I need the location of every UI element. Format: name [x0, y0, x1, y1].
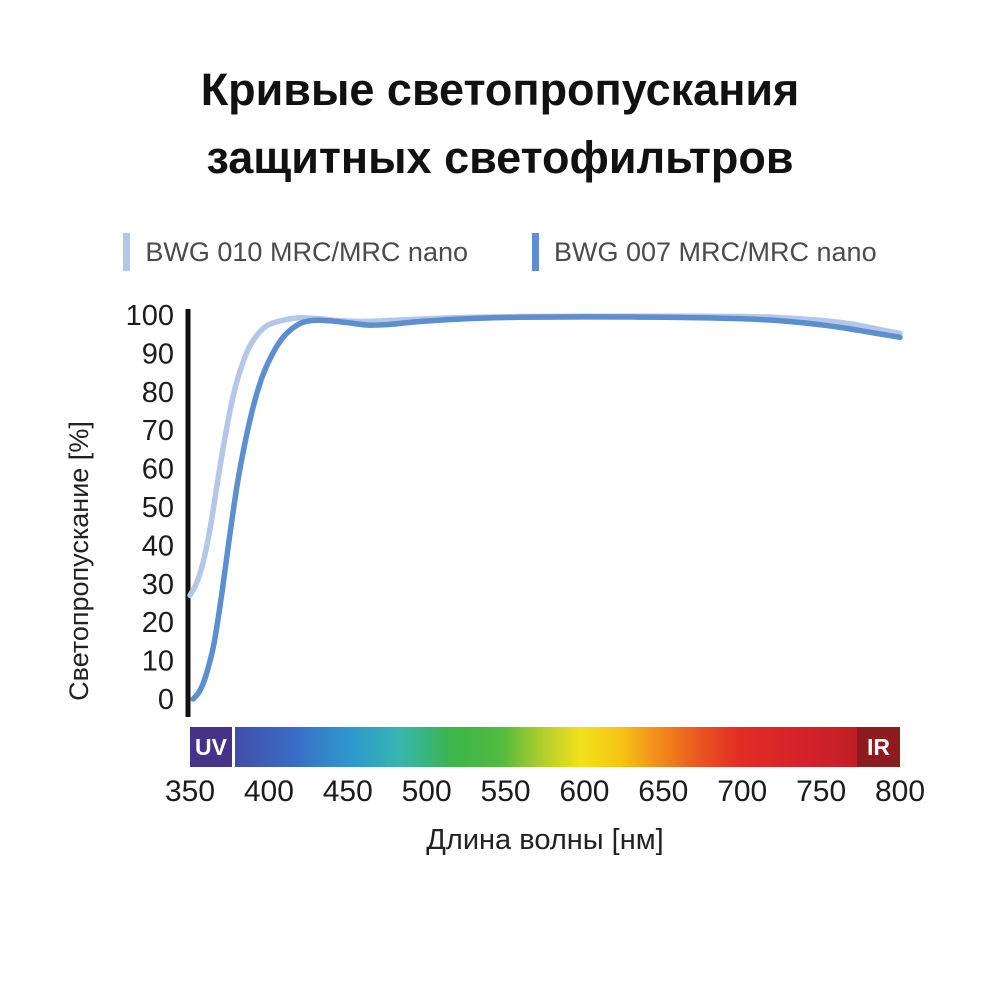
chart-legend: BWG 010 MRC/MRC nano BWG 007 MRC/MRC nan… [0, 233, 1000, 271]
svg-text:30: 30 [142, 569, 174, 601]
chart-title: Кривые светопропускания защитных светофи… [0, 56, 1000, 191]
svg-text:10: 10 [142, 646, 174, 678]
legend-marker-bwg007-icon [532, 233, 539, 271]
svg-text:500: 500 [402, 775, 452, 808]
svg-text:50: 50 [142, 492, 174, 524]
svg-text:650: 650 [638, 775, 688, 808]
chart-title-line2: защитных светофильтров [206, 131, 794, 183]
svg-text:IR: IR [867, 734, 890, 760]
svg-text:90: 90 [142, 338, 174, 370]
svg-text:600: 600 [559, 775, 609, 808]
legend-item-bwg007: BWG 007 MRC/MRC nano [532, 233, 877, 271]
svg-text:80: 80 [142, 377, 174, 409]
svg-text:700: 700 [717, 775, 767, 808]
legend-label-bwg010: BWG 010 MRC/MRC nano [145, 236, 468, 267]
svg-text:70: 70 [142, 415, 174, 447]
chart-svg: UV IR 0 10 20 30 40 50 60 70 80 90 100 350 400 450 500 55… [64, 300, 925, 856]
legend-label-bwg007: BWG 007 MRC/MRC nano [554, 236, 877, 267]
svg-text:100: 100 [126, 300, 174, 332]
svg-text:800: 800 [875, 775, 925, 808]
svg-text:Светопропускание [%]: Светопропускание [%] [64, 421, 94, 701]
svg-text:750: 750 [796, 775, 846, 808]
legend-item-bwg010: BWG 010 MRC/MRC nano [123, 233, 468, 271]
svg-text:UV: UV [195, 734, 228, 760]
svg-text:Длина волны [нм]: Длина волны [нм] [426, 824, 663, 856]
svg-text:0: 0 [158, 684, 174, 716]
chart-title-line1: Кривые светопропускания [200, 64, 800, 115]
legend-marker-bwg010-icon [123, 233, 131, 271]
svg-text:400: 400 [244, 775, 294, 808]
svg-text:450: 450 [323, 775, 373, 808]
svg-text:60: 60 [142, 454, 174, 486]
svg-text:20: 20 [142, 607, 174, 639]
svg-text:40: 40 [142, 530, 174, 562]
svg-text:550: 550 [481, 775, 531, 808]
svg-text:350: 350 [165, 775, 215, 808]
